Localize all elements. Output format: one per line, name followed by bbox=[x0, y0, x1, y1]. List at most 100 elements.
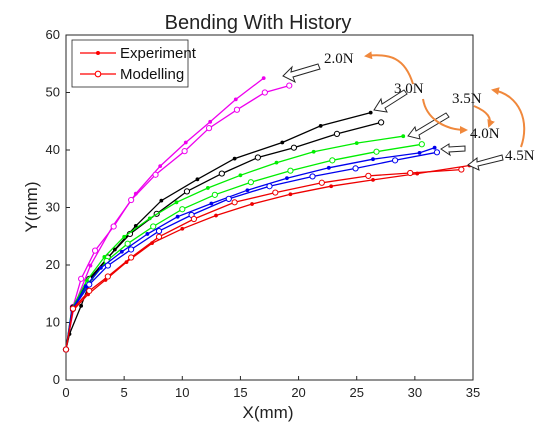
y-tick-label: 50 bbox=[46, 85, 60, 100]
hollow-arrow-3-5 bbox=[407, 112, 450, 140]
data-point bbox=[147, 216, 152, 221]
series-layer bbox=[62, 76, 472, 353]
data-point bbox=[333, 130, 341, 137]
y-tick-label: 10 bbox=[46, 315, 60, 330]
data-point bbox=[433, 149, 441, 156]
data-point bbox=[250, 202, 254, 206]
data-point bbox=[209, 201, 214, 206]
series-line-3-0n-modelling bbox=[65, 121, 382, 350]
hollow-arrow-2-0 bbox=[282, 63, 321, 84]
data-point bbox=[309, 173, 316, 180]
x-tick-label: 10 bbox=[175, 385, 189, 400]
data-point bbox=[128, 246, 135, 253]
series-line-4-5n-experiment bbox=[65, 164, 470, 350]
data-point bbox=[368, 110, 373, 115]
data-point bbox=[78, 275, 85, 282]
data-point bbox=[311, 149, 316, 154]
data-point bbox=[181, 148, 188, 155]
x-tick-label: 35 bbox=[466, 385, 480, 400]
x-tick-label: 30 bbox=[408, 385, 422, 400]
data-point bbox=[407, 169, 414, 177]
data-point bbox=[290, 144, 298, 151]
series-line-2-0n-modelling bbox=[65, 84, 290, 350]
data-point bbox=[401, 134, 406, 139]
data-point bbox=[371, 178, 375, 182]
data-point bbox=[69, 305, 77, 312]
series-4-5n-modelling bbox=[62, 166, 465, 353]
data-point bbox=[354, 141, 359, 146]
series-line-3-0n-experiment bbox=[65, 111, 371, 350]
data-point bbox=[232, 156, 237, 161]
data-point bbox=[183, 188, 191, 195]
data-point bbox=[159, 198, 164, 203]
data-point bbox=[286, 82, 293, 89]
data-point bbox=[231, 199, 238, 206]
y-tick-label: 40 bbox=[46, 142, 60, 157]
legend: Experiment Modelling bbox=[71, 39, 197, 88]
x-tick-label: 20 bbox=[291, 385, 305, 400]
data-point bbox=[205, 186, 210, 190]
data-point bbox=[418, 141, 425, 148]
data-point bbox=[124, 240, 131, 247]
data-point bbox=[218, 170, 225, 177]
data-point bbox=[266, 183, 273, 190]
data-point bbox=[208, 119, 213, 124]
data-point bbox=[152, 171, 159, 178]
data-point bbox=[211, 191, 218, 198]
data-point bbox=[122, 234, 127, 239]
data-point bbox=[378, 119, 385, 126]
series-line-2-0n-experiment bbox=[65, 77, 265, 350]
data-point bbox=[155, 233, 163, 240]
hollow-arrow-4-0 bbox=[440, 143, 466, 157]
series-3-0n-modelling bbox=[62, 119, 385, 353]
data-point bbox=[195, 177, 200, 182]
data-point bbox=[179, 206, 186, 213]
data-point bbox=[128, 254, 135, 261]
series-line-4-5n-modelling bbox=[65, 168, 462, 350]
data-point bbox=[373, 148, 380, 155]
y-tick-label: 30 bbox=[46, 200, 60, 215]
data-point bbox=[245, 188, 250, 193]
data-point bbox=[104, 273, 111, 280]
x-axis-label: X(mm) bbox=[243, 403, 294, 422]
data-point bbox=[417, 150, 422, 155]
data-point bbox=[254, 154, 261, 161]
hollow-arrow-3-0 bbox=[373, 89, 408, 113]
data-point bbox=[318, 179, 325, 186]
y-axis-label: Y(mm) bbox=[22, 182, 41, 233]
data-point bbox=[238, 173, 243, 178]
force-label-4-0: 4.0N bbox=[470, 126, 500, 142]
data-point bbox=[79, 303, 84, 308]
data-point bbox=[285, 176, 289, 181]
data-point bbox=[133, 224, 138, 228]
force-label-2-0: 2.0N bbox=[324, 51, 354, 67]
legend-modelling-label: Modelling bbox=[120, 66, 184, 83]
legend-modelling-marker bbox=[94, 70, 102, 78]
series-4-5n-experiment bbox=[64, 163, 472, 352]
data-point bbox=[247, 179, 254, 186]
data-point bbox=[155, 227, 163, 235]
data-point bbox=[86, 281, 93, 288]
axis-ticks: 0 5 10 15 20 25 30 35 0 10 20 30 40 50 60 bbox=[46, 27, 481, 400]
x-tick-label: 5 bbox=[121, 385, 128, 400]
orange-arrow-3-5-to-4-0 bbox=[473, 105, 495, 128]
data-point bbox=[145, 232, 150, 236]
y-tick-label: 20 bbox=[46, 257, 60, 272]
data-point bbox=[329, 157, 336, 164]
x-tick-label: 0 bbox=[62, 385, 69, 400]
data-point bbox=[261, 76, 266, 81]
data-point bbox=[62, 346, 70, 353]
y-tick-label: 60 bbox=[46, 27, 60, 42]
data-point bbox=[287, 167, 294, 174]
x-tick-label: 15 bbox=[233, 385, 247, 400]
data-point bbox=[183, 140, 188, 145]
orange-arrow-to-2-0 bbox=[364, 51, 414, 85]
data-point bbox=[86, 287, 93, 294]
data-point bbox=[119, 249, 124, 254]
chart-title: Bending With History bbox=[165, 12, 352, 34]
data-point bbox=[158, 164, 163, 169]
y-tick-label: 0 bbox=[53, 372, 60, 387]
data-point bbox=[190, 215, 198, 223]
data-point bbox=[432, 145, 437, 150]
